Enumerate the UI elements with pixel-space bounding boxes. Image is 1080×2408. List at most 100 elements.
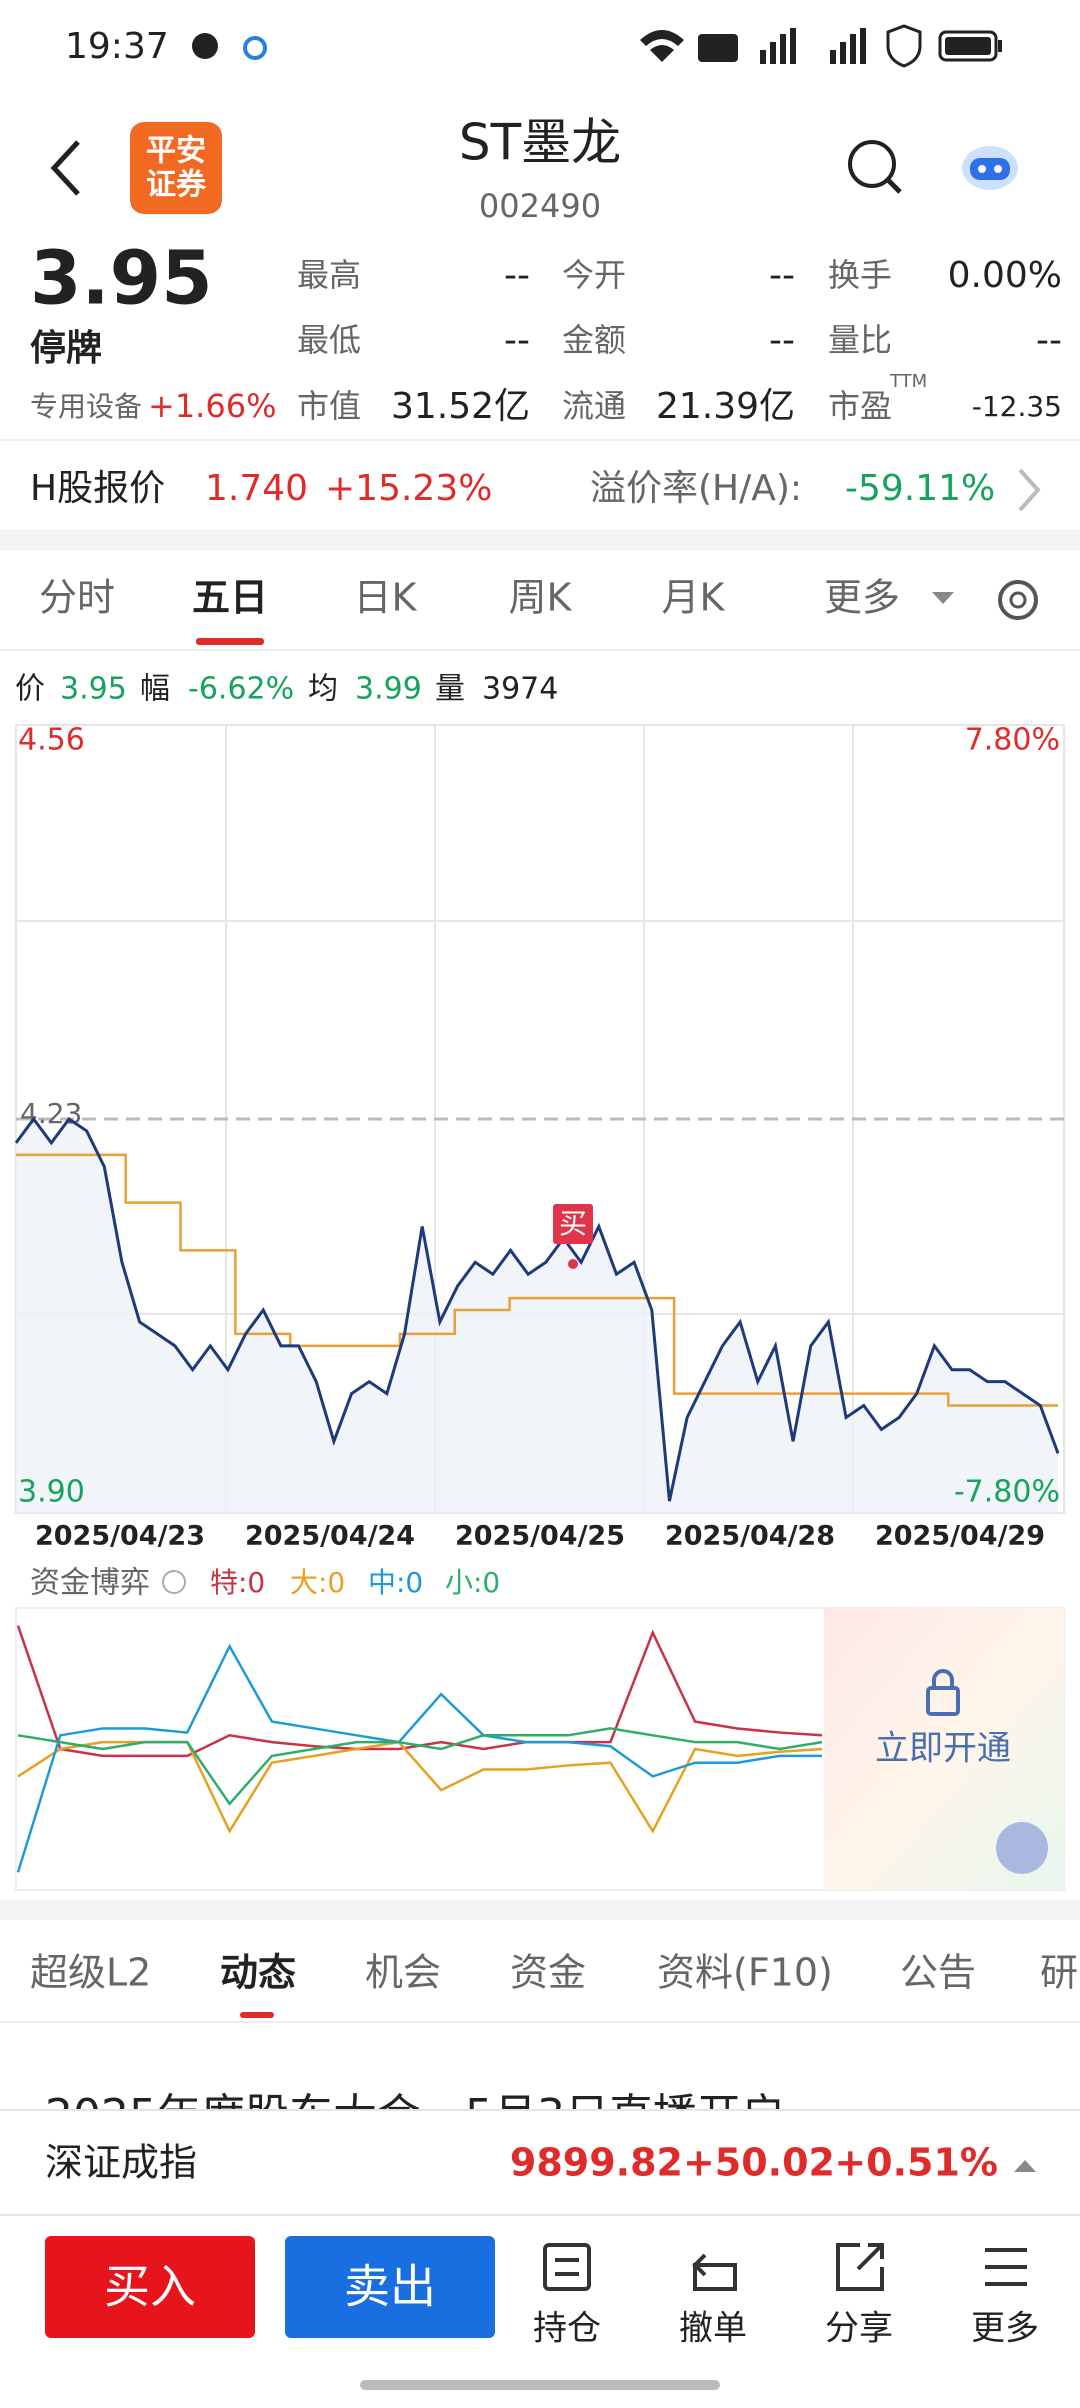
field-label: 流通 xyxy=(562,387,626,425)
y-tick-label: 3.90 xyxy=(18,1475,85,1510)
h-share-price: 1.740 xyxy=(205,468,308,509)
info-label: 幅 xyxy=(140,672,170,707)
tool-label[interactable]: 持仓 xyxy=(533,2309,601,2349)
logo-text: 平安 xyxy=(146,134,206,169)
index-change: +50.02 xyxy=(683,2141,835,2185)
index-value: 9899.82 xyxy=(510,2141,683,2185)
sector: 专用设备 xyxy=(30,390,142,423)
fullscreen-button[interactable] xyxy=(996,1822,1048,1874)
field-label: 金额 xyxy=(562,321,626,359)
content-tab[interactable]: 超级L2 xyxy=(30,1951,151,1995)
field-value: -12.35 xyxy=(972,390,1062,423)
tool-label[interactable]: 撤单 xyxy=(679,2309,747,2349)
dropdown-arrow xyxy=(932,592,954,604)
search-button[interactable] xyxy=(848,140,902,194)
y2-tick-label: 7.80% xyxy=(965,723,1060,758)
status-icons xyxy=(192,24,1002,68)
period-tab[interactable]: 日K xyxy=(354,576,418,620)
y-tick-label: 4.56 xyxy=(18,723,85,758)
home-indicator xyxy=(360,2380,720,2390)
flow-line xyxy=(17,1727,823,1806)
flow-title: 资金博弈 xyxy=(30,1566,150,1601)
stock-code: 002490 xyxy=(479,187,601,225)
logo-text: 证券 xyxy=(146,168,207,203)
field-value: -- xyxy=(504,320,530,361)
period-tab[interactable]: 月K xyxy=(662,576,726,620)
back-button[interactable] xyxy=(50,140,80,196)
news-headline: 2025年度股东大会，5月3日直播开启 xyxy=(45,2090,785,2141)
field-value: -- xyxy=(769,320,795,361)
content-tab[interactable]: 资金 xyxy=(510,1951,586,1995)
index-bar[interactable] xyxy=(0,2110,1080,2215)
news-clip: 2025年度股东大会，5月3日直播开启 xyxy=(45,2090,785,2141)
buy-button[interactable] xyxy=(45,2236,255,2338)
premium-label: 溢价率(H/A): xyxy=(590,468,802,509)
field-label: 最低 xyxy=(297,321,361,359)
date-label: 2025/04/23 xyxy=(35,1521,205,1552)
tab-underline xyxy=(240,2012,274,2018)
legend-entry: 特:0 xyxy=(210,1566,265,1599)
period-tab[interactable]: 五日 xyxy=(192,576,268,620)
settings-button[interactable] xyxy=(998,580,1038,620)
date-label: 2025/04/24 xyxy=(245,1521,415,1552)
period-tab[interactable]: 分时 xyxy=(39,576,115,620)
period-tab[interactable]: 周K xyxy=(509,576,573,620)
expand-arrow[interactable] xyxy=(1014,2160,1036,2172)
section-gap xyxy=(0,530,1080,550)
buy-dot xyxy=(568,1259,578,1269)
flow-line xyxy=(16,1643,822,1873)
date-label: 2025/04/28 xyxy=(665,1521,835,1552)
content-tab[interactable]: 机会 xyxy=(365,1951,441,1995)
content-tab[interactable]: 公告 xyxy=(900,1951,976,1995)
tab-underline xyxy=(196,638,264,645)
tool-label[interactable]: 更多 xyxy=(971,2309,1039,2349)
assistant-button[interactable] xyxy=(962,146,1018,190)
content-tab[interactable]: 研 xyxy=(1040,1951,1078,1995)
content-tab[interactable]: 资料(F10) xyxy=(657,1951,833,1995)
field-label: 今开 xyxy=(562,256,626,294)
field-label: 市值 xyxy=(297,387,361,425)
field-value: 21.39亿 xyxy=(656,386,795,427)
unlock-text: 立即开通 xyxy=(875,1729,1011,1769)
trade-status: 停牌 xyxy=(30,328,102,369)
info-label: 价 xyxy=(15,672,45,707)
index-change-pct: +0.51% xyxy=(834,2141,998,2185)
info-value: 3.99 xyxy=(355,672,422,707)
average-line xyxy=(16,1153,1058,1407)
tool-icons xyxy=(543,2243,1027,2291)
date-label: 2025/04/29 xyxy=(875,1521,1045,1552)
info-label: 均 xyxy=(308,672,338,707)
price: 3.95 xyxy=(30,236,213,322)
content-tab[interactable]: 动态 xyxy=(220,1951,296,1995)
field-label: 换手 xyxy=(828,256,892,294)
pe-superscript: TTM xyxy=(889,371,927,392)
info-icon[interactable] xyxy=(162,1570,186,1594)
sector-change: +1.66% xyxy=(148,387,276,425)
period-tab[interactable]: 更多 xyxy=(824,576,900,620)
h-share-label: H股报价 xyxy=(30,468,165,509)
sell-button[interactable] xyxy=(285,2236,495,2338)
field-label: 量比 xyxy=(828,321,892,359)
legend-entry: 小:0 xyxy=(445,1566,500,1599)
field-label: 最高 xyxy=(297,256,361,294)
broker-logo xyxy=(130,122,222,214)
field-label: 市盈 xyxy=(828,387,892,425)
field-value: -- xyxy=(504,255,530,296)
info-value: 3974 xyxy=(482,672,558,707)
field-value: -- xyxy=(769,255,795,296)
chevron[interactable] xyxy=(1018,468,1041,512)
legend-entry: 中:0 xyxy=(368,1566,423,1599)
legend-entry: 大:0 xyxy=(290,1566,345,1599)
field-value: 0.00% xyxy=(948,255,1062,296)
price-line xyxy=(14,1116,1060,1502)
info-value: -6.62% xyxy=(188,672,294,707)
tool-label[interactable]: 分享 xyxy=(825,2309,893,2349)
y2-tick-label: -7.80% xyxy=(954,1475,1060,1510)
buy-marker-text: 买 xyxy=(559,1207,587,1240)
section-gap xyxy=(0,1900,1080,1920)
info-value: 3.95 xyxy=(60,672,127,707)
buy-label: 买入 xyxy=(104,2260,196,2314)
price-area xyxy=(16,1119,1058,1513)
